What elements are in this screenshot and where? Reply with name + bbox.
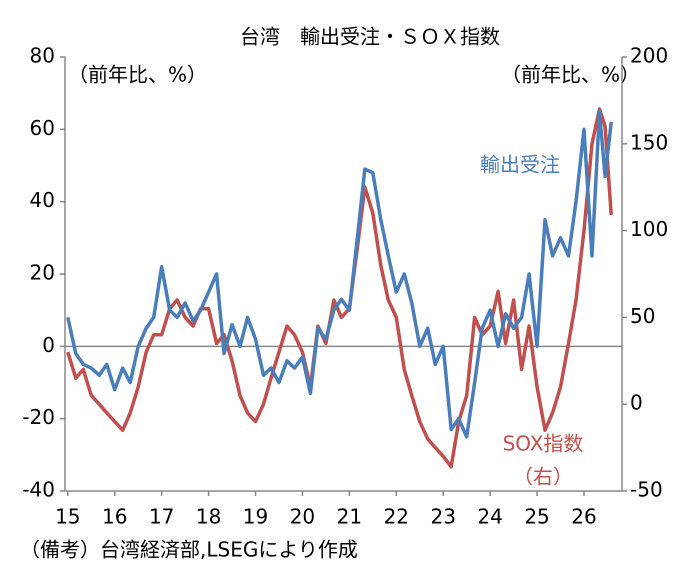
series-line [66, 107, 613, 469]
x-tick-label: 20 [290, 505, 315, 529]
y2-tick-label: 150 [630, 130, 668, 154]
x-tick-label: 16 [102, 505, 127, 529]
x-tick-label: 18 [196, 505, 221, 529]
source-note: （備考）台湾経済部,LSEGにより作成 [20, 538, 358, 562]
series-label: 輸出受注 [480, 153, 560, 177]
x-tick-label: 25 [524, 505, 549, 529]
x-tick-label: 26 [571, 505, 596, 529]
y-tick-label: 60 [30, 116, 55, 140]
y-axis-label: （前年比、%） [68, 63, 207, 87]
chart-title: 台湾 輸出受注・ＳＯＸ指数 [240, 25, 500, 49]
x-tick-label: 23 [430, 505, 455, 529]
x-tick-label: 15 [55, 505, 80, 529]
x-tick-label: 17 [149, 505, 174, 529]
y2-tick-label: 200 [630, 44, 668, 68]
x-tick-label: 21 [337, 505, 362, 529]
y-tick-label: -20 [22, 405, 55, 429]
y-tick-label: 0 [42, 333, 55, 357]
y2-tick-label: -50 [630, 478, 663, 502]
series-line [66, 109, 613, 439]
y2-tick-label: 50 [630, 304, 655, 328]
y2-tick-label: 100 [630, 217, 668, 241]
y2-axis-label: （前年比、%） [501, 63, 640, 87]
y-tick-label: 40 [30, 188, 55, 212]
x-tick-label: 24 [477, 505, 502, 529]
y-tick-label: -40 [22, 478, 55, 502]
series-label: SOX指数 [503, 432, 584, 456]
y-tick-label: 20 [30, 261, 55, 285]
series-label-note: （右） [513, 465, 573, 489]
y-tick-label: 80 [30, 44, 55, 68]
x-tick-label: 22 [384, 505, 409, 529]
x-tick-label: 19 [243, 505, 268, 529]
y2-tick-label: 0 [630, 391, 643, 415]
